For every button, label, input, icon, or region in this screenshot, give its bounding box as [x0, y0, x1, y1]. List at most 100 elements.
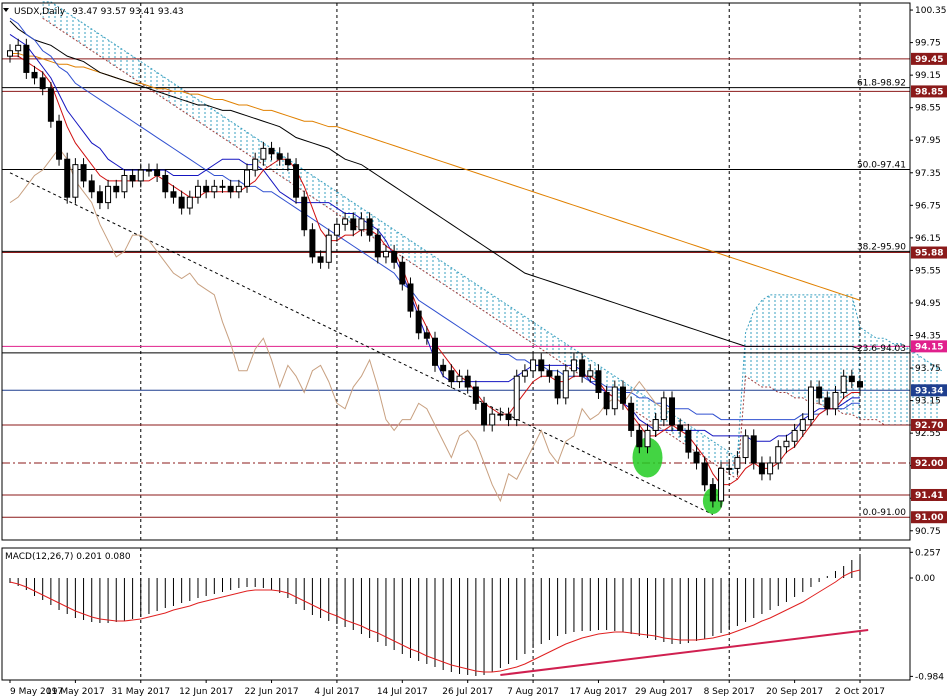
candle-body	[685, 429, 692, 453]
y-tick-label: 99.75	[915, 39, 941, 49]
candle-body	[39, 77, 46, 90]
candle-body	[677, 424, 684, 431]
candle-body	[857, 381, 863, 388]
candle-body	[570, 359, 577, 372]
x-tick-label: 19 May 2017	[46, 687, 105, 697]
candle-body	[611, 386, 618, 410]
candle-body	[325, 234, 332, 263]
candle-body	[701, 462, 708, 486]
candle-body	[546, 370, 553, 377]
fibo-label: 23.6-94.03	[857, 344, 906, 354]
level-badge-label: 91.00	[915, 513, 943, 523]
candle-body	[137, 169, 144, 182]
candle-body	[284, 158, 291, 166]
macd-y-tick-label: -0.984	[915, 672, 944, 682]
candle-body	[832, 391, 839, 410]
level-badge-label: 99.45	[915, 55, 943, 65]
candle-body	[481, 402, 488, 426]
candle-body	[15, 44, 22, 52]
candle-body	[505, 413, 512, 421]
candle-body	[145, 169, 152, 172]
candle-body	[538, 359, 545, 372]
candle-body	[88, 180, 95, 193]
candle-body	[848, 375, 855, 383]
x-tick-label: 8 Sep 2017	[704, 687, 755, 697]
candle-body	[718, 467, 725, 502]
candle-body	[619, 386, 626, 404]
y-tick-label: 90.75	[915, 527, 941, 537]
y-tick-label: 98.55	[915, 104, 941, 114]
candle-body	[211, 185, 218, 193]
candle-body	[113, 185, 120, 193]
level-badge	[911, 246, 947, 259]
candle-body	[840, 375, 847, 393]
candle-body	[170, 191, 177, 198]
candle-body	[80, 164, 87, 182]
x-tick-label: 7 Aug 2017	[507, 687, 559, 697]
candle-body	[178, 196, 185, 209]
candle-body	[358, 218, 365, 231]
candle-body	[7, 50, 13, 57]
macd-y-tick-label: 0.257	[915, 548, 941, 558]
x-tick-label: 2 Oct 2017	[835, 687, 885, 697]
candle-body	[23, 44, 30, 73]
y-tick-label: 96.75	[915, 201, 941, 211]
candle-body	[219, 185, 226, 188]
candle-body	[72, 164, 79, 198]
candle-body	[440, 364, 447, 372]
y-tick-label: 93.15	[915, 397, 941, 407]
candle-body	[816, 386, 823, 399]
price-pane: 61.8-98.92 50.0-97.41 38.2-95.90 23.6-94.03…	[2, 1, 943, 540]
candle-body	[301, 196, 308, 231]
candle-body	[415, 310, 422, 334]
candle-body	[31, 71, 38, 79]
dropdown-arrow-icon[interactable]	[3, 8, 9, 12]
x-tick-label: 22 Jun 2017	[244, 687, 298, 697]
candle-body	[268, 147, 275, 155]
candle-body	[709, 484, 716, 502]
x-tick-label: 12 Jun 2017	[179, 687, 233, 697]
candle-body	[652, 419, 659, 431]
candle-body	[448, 370, 455, 383]
x-tick-label: 14 Jul 2017	[377, 687, 428, 697]
candle-body	[628, 402, 635, 431]
y-tick-label: 93.75	[915, 364, 941, 374]
candle-body	[399, 261, 406, 285]
candle-body	[513, 375, 520, 421]
x-tick-label: 20 Sep 2017	[766, 687, 823, 697]
candle-body	[497, 413, 504, 416]
level-badge-label: 92.70	[915, 421, 943, 431]
candle-body	[489, 413, 496, 426]
candle-body	[530, 359, 537, 372]
candle-body	[660, 397, 667, 421]
candle-body	[742, 435, 749, 459]
candle-body	[734, 457, 741, 469]
candle-body	[317, 256, 324, 263]
macd-y-tick-label: 0.00	[915, 574, 935, 584]
macd-signal-line	[9, 569, 861, 673]
candle-body	[129, 174, 136, 182]
level-badge	[911, 52, 947, 65]
candle-body	[603, 391, 610, 410]
candle-body	[64, 158, 71, 198]
x-tick-label: 29 Aug 2017	[635, 687, 693, 697]
candle-body	[333, 223, 340, 236]
candle-body	[791, 429, 798, 442]
macd-label: MACD(12,26,7) 0.201 0.080	[5, 552, 131, 562]
x-tick-label: 17 Aug 2017	[570, 687, 628, 697]
level-badge	[911, 384, 947, 397]
x-tick-label: 31 May 2017	[111, 687, 170, 697]
candle-body	[407, 283, 414, 312]
level-badge-label: 95.88	[915, 249, 943, 259]
level-badge	[911, 85, 947, 98]
y-tick-label: 96.15	[915, 234, 941, 244]
candle-body	[472, 386, 479, 404]
candle-body	[767, 462, 774, 475]
candle-body	[47, 88, 54, 122]
fibo-label: 61.8-98.92	[857, 79, 906, 89]
candle-body	[154, 169, 161, 176]
y-tick-label: 97.95	[915, 136, 941, 146]
candle-body	[366, 218, 373, 236]
candle-body	[194, 185, 201, 198]
